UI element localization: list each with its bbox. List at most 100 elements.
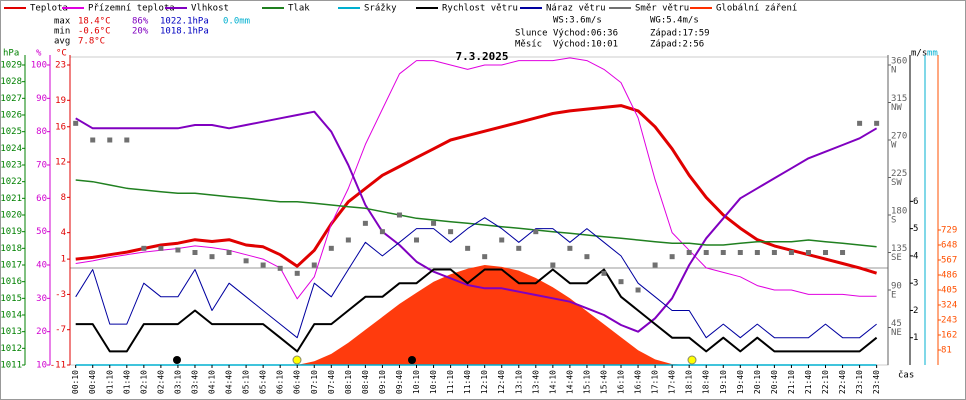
x-tick-label: 02:10 — [139, 370, 148, 394]
point — [652, 262, 658, 268]
stats-value: 86% — [132, 17, 149, 27]
y-tick-sublabel: NE — [891, 328, 902, 338]
y-tick-label: -11 — [50, 361, 66, 371]
y-tick-label: 1022 — [0, 177, 22, 187]
x-tick-label: 21:40 — [804, 370, 813, 394]
x-axis-label: čas — [898, 370, 914, 381]
y-tick-label: 1027 — [0, 94, 22, 104]
point — [567, 245, 573, 251]
axis-unit: % — [36, 49, 42, 59]
x-tick-label: 23:40 — [872, 370, 881, 394]
y-tick-label: 90 — [891, 282, 902, 292]
y-tick-label: 648 — [941, 241, 957, 251]
area — [75, 265, 877, 365]
point — [465, 245, 471, 251]
legend-label: Rychlost větru — [442, 4, 518, 14]
legend-label: Tlak — [288, 4, 310, 14]
x-tick-label: 18:40 — [702, 370, 711, 394]
point — [414, 237, 420, 243]
line — [75, 268, 878, 353]
x-tick-label: 22:40 — [838, 370, 847, 394]
y-tick-label: 90 — [36, 94, 47, 104]
moonrise: Východ:10:01 — [553, 40, 618, 50]
point — [73, 120, 79, 126]
x-tick-label: 16:40 — [634, 370, 643, 394]
point — [243, 258, 249, 264]
x-tick-label: 12:40 — [497, 370, 506, 394]
legend-label: Srážky — [364, 4, 397, 14]
x-tick-label: 20:40 — [770, 370, 779, 394]
x-tick-label: 17:40 — [668, 370, 677, 394]
legend-label: Vlhkost — [191, 4, 229, 14]
y-tick-label: 20 — [36, 327, 47, 337]
y-tick-label: 270 — [891, 132, 907, 142]
y-tick-label: 225 — [891, 169, 907, 179]
y-tick-sublabel: NW — [891, 103, 902, 113]
point — [311, 262, 317, 268]
y-tick-label: 243 — [941, 316, 957, 326]
point — [379, 229, 385, 235]
legend-label: Směr větru — [635, 4, 689, 14]
point — [141, 245, 147, 251]
x-tick-label: 06:40 — [293, 370, 302, 394]
y-tick-label: 1020 — [0, 211, 22, 221]
point — [362, 220, 368, 226]
legend-label: Přízemní teplota — [88, 4, 175, 14]
moonset: Západ:2:56 — [650, 40, 704, 50]
point — [90, 137, 96, 143]
point — [448, 229, 454, 235]
point — [260, 262, 266, 268]
y-tick-label: 16 — [55, 122, 66, 132]
point — [788, 250, 794, 255]
x-tick-label: 20:10 — [753, 370, 762, 394]
axis-unit: mm — [927, 49, 938, 59]
axis-unit: hPa — [3, 49, 19, 59]
x-tick-label: 11:40 — [463, 370, 472, 394]
point — [720, 250, 726, 255]
moon-label: Měsíc — [515, 40, 542, 50]
point — [771, 250, 777, 255]
point — [328, 245, 334, 251]
point — [124, 137, 130, 143]
y-tick-label: 1017 — [0, 261, 22, 271]
y-tick-label: 405 — [941, 286, 957, 296]
y-tick-sublabel: S — [891, 216, 896, 226]
point — [175, 247, 181, 253]
y-tick-label: 80 — [36, 127, 47, 137]
legend-label: Globální záření — [716, 4, 797, 14]
stats-label: min — [54, 27, 70, 37]
y-tick-label: 3 — [913, 279, 918, 289]
point — [499, 237, 505, 243]
point — [840, 250, 846, 255]
x-tick-label: 19:10 — [719, 370, 728, 394]
sun-label: Slunce — [515, 29, 548, 39]
point — [209, 254, 215, 260]
stats-label: max — [54, 17, 71, 27]
y-tick-label: 70 — [36, 161, 47, 171]
stats-value: 18.4°C — [78, 17, 111, 27]
x-tick-label: 03:10 — [173, 370, 182, 394]
line — [75, 104, 878, 275]
point — [669, 254, 675, 260]
x-tick-label: 10:10 — [412, 370, 421, 394]
x-tick-label: 05:10 — [242, 370, 251, 394]
x-tick-label: 10:40 — [429, 370, 438, 394]
stats-value: -0.6°C — [78, 27, 111, 37]
stats-value: 0.0mm — [223, 17, 250, 27]
point — [737, 250, 743, 255]
x-tick-label: 09:10 — [378, 370, 387, 394]
x-tick-label: 13:40 — [531, 370, 540, 394]
legend-label: Teplota — [30, 4, 68, 14]
moonset-marker — [173, 356, 181, 364]
x-tick-label: 00:40 — [88, 370, 97, 394]
x-tick-label: 21:10 — [787, 370, 796, 394]
x-tick-label: 17:10 — [651, 370, 660, 394]
chart-title: 7.3.2025 — [456, 50, 509, 63]
x-tick-label: 16:10 — [617, 370, 626, 394]
y-tick-label: 1018 — [0, 244, 22, 254]
point — [396, 212, 402, 218]
y-tick-label: 486 — [941, 271, 957, 281]
x-tick-label: 03:40 — [190, 370, 199, 394]
y-tick-label: 1021 — [0, 194, 22, 204]
